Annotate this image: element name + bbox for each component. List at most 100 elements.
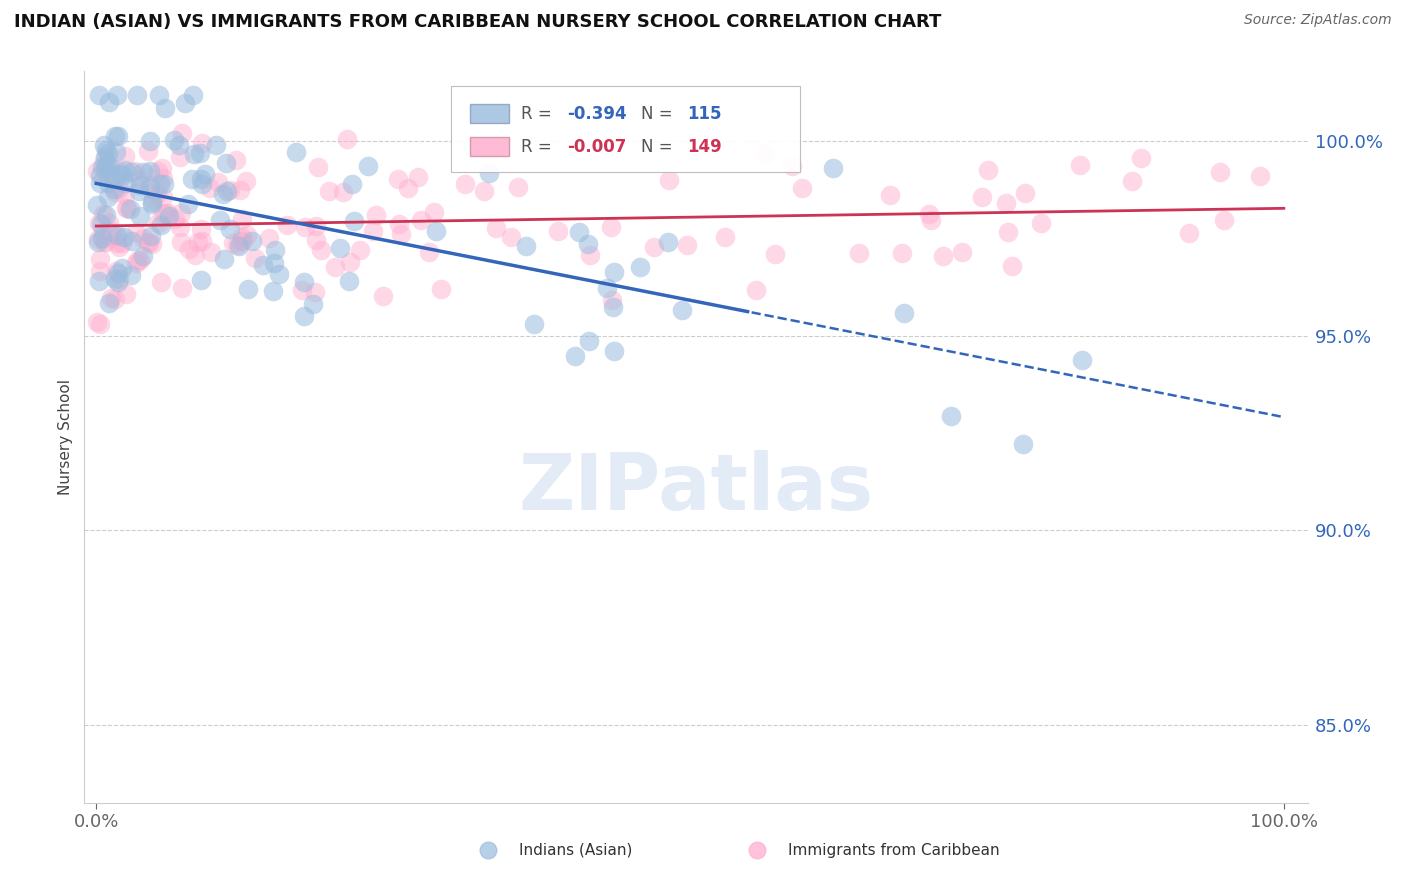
Point	[139, 164, 162, 178]
Point	[332, 185, 354, 199]
Point	[484, 221, 506, 235]
Point	[235, 174, 257, 188]
Point	[100, 224, 122, 238]
Point	[139, 134, 162, 148]
Point	[173, 95, 195, 110]
Point	[231, 212, 253, 227]
Point	[190, 136, 212, 150]
Text: -0.394: -0.394	[568, 104, 627, 123]
Point	[918, 207, 941, 221]
Point	[425, 224, 447, 238]
Point	[406, 169, 429, 184]
Point	[114, 163, 136, 178]
Text: INDIAN (ASIAN) VS IMMIGRANTS FROM CARIBBEAN NURSERY SCHOOL CORRELATION CHART: INDIAN (ASIAN) VS IMMIGRANTS FROM CARIBB…	[14, 13, 942, 31]
Point	[745, 283, 768, 297]
Point	[191, 178, 214, 192]
Point	[97, 146, 120, 161]
Point	[87, 87, 110, 102]
Point	[215, 184, 238, 198]
Point	[997, 225, 1019, 239]
Point	[114, 287, 136, 301]
Point	[411, 213, 433, 227]
Point	[141, 237, 163, 252]
Point	[91, 207, 114, 221]
Point	[219, 222, 242, 236]
Text: -0.007: -0.007	[568, 137, 627, 156]
Point	[578, 247, 600, 261]
Point	[506, 180, 529, 194]
Point	[1029, 216, 1052, 230]
Point	[267, 267, 290, 281]
Point	[152, 190, 174, 204]
Point	[305, 233, 328, 247]
Point	[127, 253, 149, 268]
Point	[138, 181, 160, 195]
Point	[564, 350, 586, 364]
Point	[430, 283, 453, 297]
Point	[163, 133, 186, 147]
Point	[170, 126, 193, 140]
Point	[108, 167, 131, 181]
Point	[364, 208, 387, 222]
Point	[204, 138, 226, 153]
Point	[387, 171, 409, 186]
Point	[342, 213, 364, 227]
Point	[893, 306, 915, 320]
Point	[336, 132, 359, 146]
Point	[153, 101, 176, 115]
Point	[157, 209, 180, 223]
Point	[236, 282, 259, 296]
Point	[337, 274, 360, 288]
Point	[97, 190, 120, 204]
Point	[396, 181, 419, 195]
Point	[222, 235, 245, 250]
Text: Source: ZipAtlas.com: Source: ZipAtlas.com	[1244, 13, 1392, 28]
Point	[294, 220, 316, 235]
Point	[191, 235, 214, 249]
Point	[263, 255, 285, 269]
Point	[596, 281, 619, 295]
Point	[190, 222, 212, 236]
Point	[107, 128, 129, 143]
Point	[208, 213, 231, 227]
Point	[132, 249, 155, 263]
Point	[236, 228, 259, 243]
Point	[98, 167, 121, 181]
Point	[89, 318, 111, 332]
Point	[780, 159, 803, 173]
Point	[139, 178, 162, 192]
Point	[98, 295, 121, 310]
Point	[264, 243, 287, 257]
Point	[120, 268, 142, 282]
Point	[167, 137, 190, 152]
Point	[243, 251, 266, 265]
Bar	[470, 104, 509, 123]
Point	[104, 271, 127, 285]
Point	[200, 244, 222, 259]
Text: 149: 149	[688, 137, 723, 156]
Point	[170, 235, 193, 249]
Point	[231, 230, 253, 244]
Point	[212, 186, 235, 201]
Point	[207, 175, 229, 189]
Point	[103, 170, 125, 185]
Text: 115: 115	[688, 104, 721, 123]
Point	[304, 285, 326, 299]
Point	[252, 258, 274, 272]
Point	[226, 237, 249, 252]
Point	[323, 260, 346, 275]
Point	[177, 242, 200, 256]
Point	[100, 291, 122, 305]
Point	[93, 138, 115, 153]
Point	[357, 159, 380, 173]
Point	[103, 181, 125, 195]
Point	[262, 284, 284, 298]
Point	[107, 275, 129, 289]
Point	[977, 162, 1000, 177]
Point	[169, 150, 191, 164]
Point	[190, 171, 212, 186]
Point	[176, 197, 198, 211]
Point	[105, 87, 128, 102]
Point	[98, 216, 121, 230]
Point	[1213, 213, 1236, 227]
